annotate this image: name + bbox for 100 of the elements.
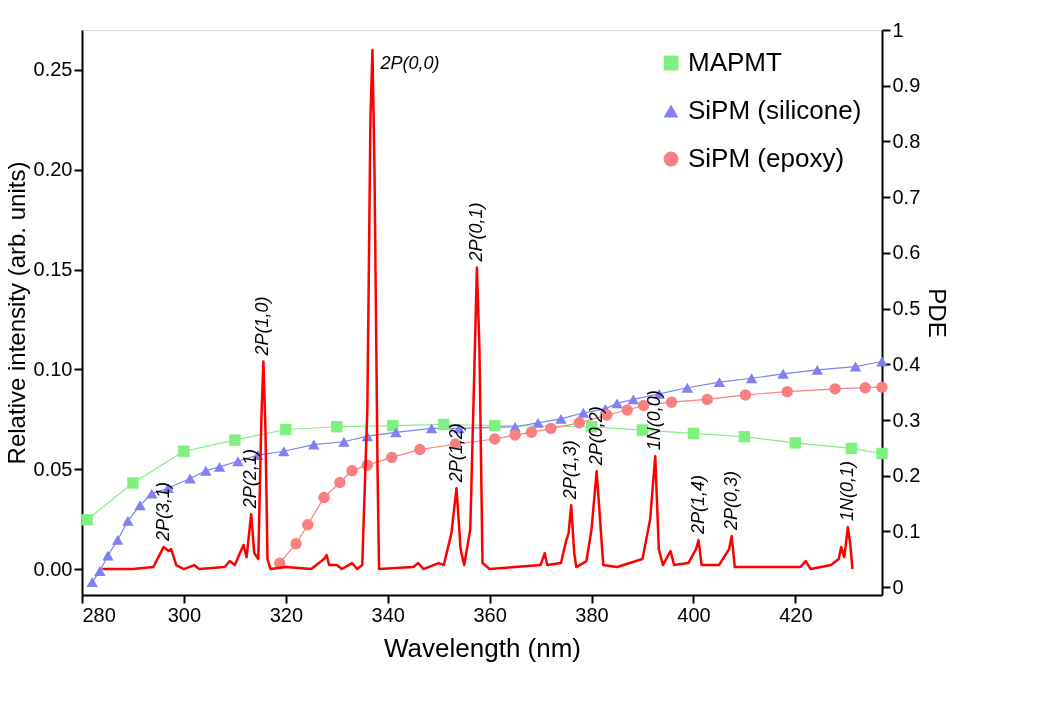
annotation: 2P(1,0) <box>252 296 273 357</box>
y-tick-label: 0.00 <box>33 557 73 580</box>
point <box>876 356 888 367</box>
x-tick-label: 360 <box>473 603 507 626</box>
x-tick-label: 320 <box>269 603 304 626</box>
point <box>331 421 343 433</box>
point <box>134 500 146 511</box>
point <box>184 473 196 484</box>
point <box>111 534 124 545</box>
point <box>390 427 402 438</box>
point <box>278 446 290 457</box>
point <box>94 566 106 576</box>
y-tick-label: 0.05 <box>33 457 73 480</box>
y-tick-label: 0.15 <box>33 258 73 281</box>
annotation: 2P(2,1) <box>240 449 261 510</box>
point <box>127 477 139 489</box>
x-tick-label: 280 <box>82 603 116 626</box>
y-axis-title: Relative intensity (arb. units) <box>2 161 30 465</box>
point <box>573 417 586 429</box>
point <box>438 418 450 431</box>
point <box>346 465 358 477</box>
point <box>781 385 793 398</box>
legend-label: MAPMT <box>688 47 782 77</box>
y2-tick-label: 0.4 <box>892 352 921 375</box>
point <box>611 398 623 409</box>
point <box>845 442 858 455</box>
point <box>489 433 501 445</box>
x-axis-title: Wavelength (nm) <box>384 632 581 663</box>
point <box>290 538 302 550</box>
point <box>414 443 426 456</box>
point <box>81 514 93 526</box>
point <box>229 434 241 446</box>
point <box>811 364 823 375</box>
y-tick-label: 0.25 <box>33 58 73 81</box>
annotation: 2P(1,3) <box>560 440 581 501</box>
y2-tick-label: 0.5 <box>892 297 921 320</box>
point <box>213 461 226 472</box>
annotation: 2P(1,2) <box>445 423 466 484</box>
point <box>387 419 399 432</box>
y-tick-label: 0.10 <box>33 357 73 380</box>
annotation: 2P(1,4) <box>687 475 708 536</box>
annotation: 2P(0,1) <box>465 202 486 263</box>
point <box>425 423 438 434</box>
y2-tick-label: 0.3 <box>892 408 921 431</box>
x-tick-label: 300 <box>167 603 202 626</box>
x-tick-label: 340 <box>371 603 405 626</box>
point <box>509 429 521 441</box>
point <box>334 476 346 489</box>
point <box>687 427 700 440</box>
point <box>859 382 871 394</box>
point <box>532 417 544 428</box>
y2-tick-label: 0.9 <box>892 74 921 97</box>
x-tick-label: 420 <box>779 603 813 626</box>
x-tick-label: 380 <box>575 603 609 626</box>
annotation: 2P(0,2) <box>585 406 606 467</box>
point <box>681 382 694 393</box>
point <box>876 381 888 393</box>
legend-label: SiPM (epoxy) <box>688 143 845 173</box>
point <box>525 426 538 438</box>
point <box>102 550 114 561</box>
point <box>876 447 888 460</box>
point <box>280 423 292 436</box>
annotation: 1N(0,0) <box>644 390 665 451</box>
point <box>232 456 244 467</box>
y2-tick-label: 1 <box>892 18 904 41</box>
annotation: 2P(3,1) <box>152 482 173 543</box>
point <box>545 422 557 435</box>
point <box>318 491 330 504</box>
point <box>627 394 640 405</box>
y2-axis-title: PDE <box>924 288 952 338</box>
point <box>739 389 752 401</box>
point <box>577 407 590 418</box>
point <box>665 396 678 408</box>
point <box>745 373 758 384</box>
annotation: 2P(0,0) <box>379 52 440 73</box>
y2-tick-label: 0.1 <box>892 519 921 542</box>
point <box>178 445 190 457</box>
y2-tick-label: 0.8 <box>892 129 921 152</box>
y2-tick-label: 0 <box>892 575 904 598</box>
y2-tick-label: 0.2 <box>892 464 921 487</box>
annotation: 1N(0,1) <box>836 461 857 522</box>
point <box>789 437 802 449</box>
point <box>555 413 567 424</box>
y2-tick-label: 0.7 <box>892 185 921 208</box>
point <box>86 577 98 588</box>
point <box>489 419 501 432</box>
point <box>777 368 789 379</box>
y-tick-label: 0.20 <box>33 158 73 181</box>
point <box>338 436 350 447</box>
point <box>200 465 212 476</box>
point <box>738 431 751 443</box>
point <box>829 383 841 395</box>
x-tick-label: 400 <box>677 603 711 626</box>
legend-label: SiPM (silicone) <box>688 95 862 125</box>
point <box>302 519 314 531</box>
point <box>713 377 726 388</box>
point <box>849 361 862 372</box>
point <box>122 515 134 526</box>
point <box>621 404 633 416</box>
annotation: 2P(0,3) <box>720 471 741 532</box>
